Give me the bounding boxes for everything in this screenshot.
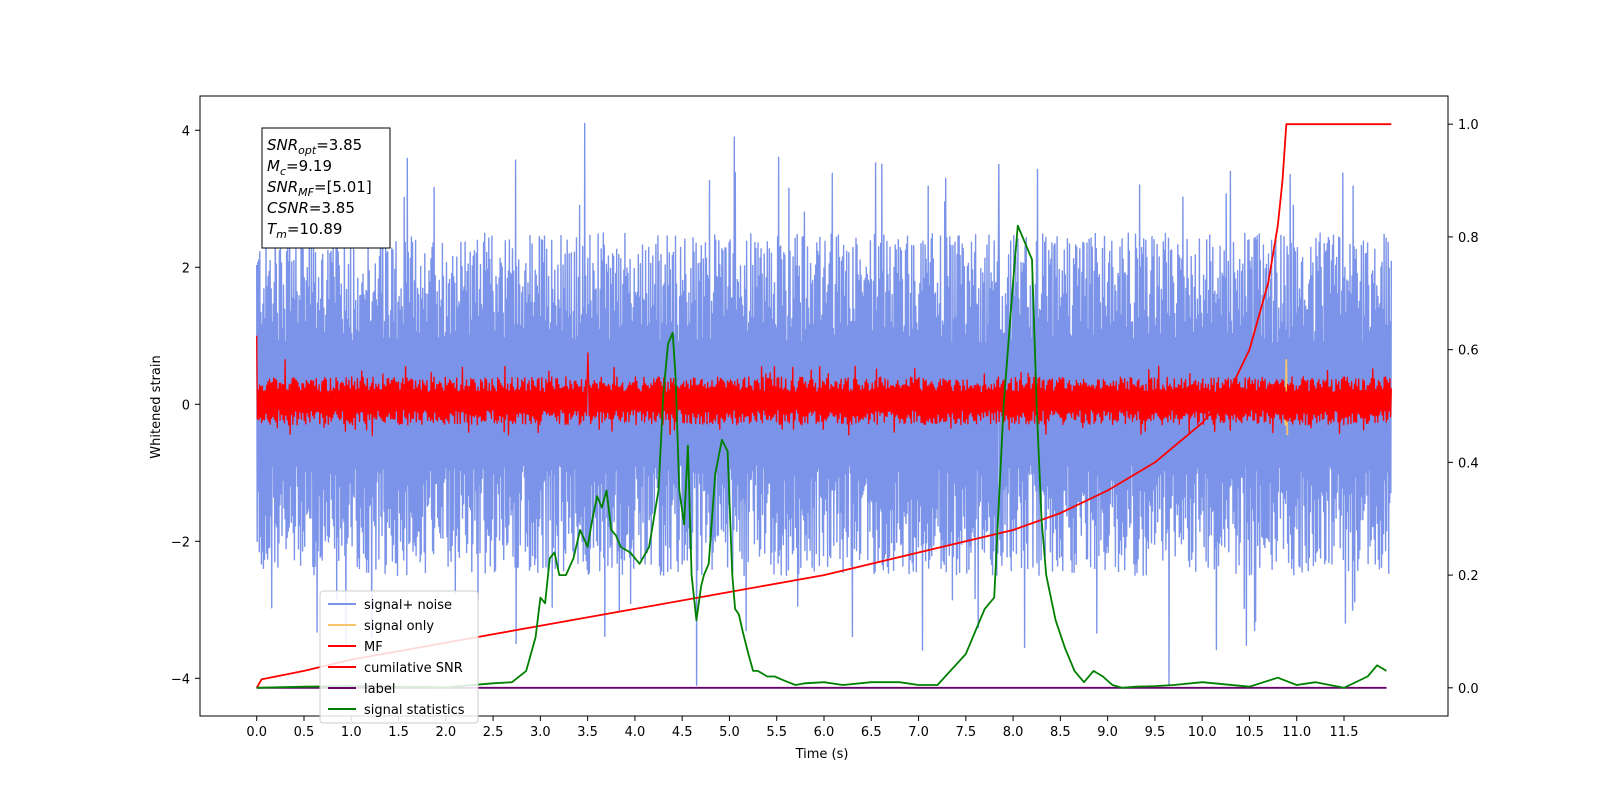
series-mf xyxy=(256,335,1392,437)
info-line: Mc=9.19 xyxy=(267,157,332,178)
x-tick-label: 9.0 xyxy=(1097,725,1118,740)
y-tick-label: 2 xyxy=(182,261,190,276)
legend: signal+ noise signal only MF cumilative SNR… xyxy=(319,590,479,724)
legend-label-mf: MF xyxy=(364,640,383,655)
x-tick-label: 3.5 xyxy=(577,725,598,740)
y2-axis-ticks: 1.0 0.8 0.6 0.4 0.2 0.0 xyxy=(1448,118,1479,697)
x-tick-label: 6.0 xyxy=(814,725,835,740)
x-axis-label: Time (s) xyxy=(795,747,849,762)
x-tick-label: 1.0 xyxy=(341,725,362,740)
legend-label-signal-only: signal only xyxy=(364,619,434,634)
x-tick-label: 6.5 xyxy=(861,725,882,740)
legend-label-signal-statistics: signal statistics xyxy=(364,703,465,718)
x-tick-label: 4.0 xyxy=(625,725,646,740)
x-tick-label: 5.0 xyxy=(719,725,740,740)
y-tick-label: 4 xyxy=(182,124,190,139)
info-box-frame xyxy=(261,127,391,249)
y2-tick-label: 0.8 xyxy=(1458,231,1479,246)
x-tick-label: 1.5 xyxy=(388,725,409,740)
x-tick-label: 11.5 xyxy=(1330,725,1359,740)
x-tick-label: 4.5 xyxy=(672,725,693,740)
x-tick-label: 2.5 xyxy=(483,725,504,740)
x-axis-ticks: 0.0 0.5 1.0 1.5 2.0 2.5 3.0 3.5 4.0 4.5 5.0 5.5 6.0 6… xyxy=(246,716,1358,740)
y2-tick-label: 0.2 xyxy=(1458,569,1479,584)
x-tick-label: 7.0 xyxy=(908,725,929,740)
legend-label-signal-noise: signal+ noise xyxy=(364,598,452,613)
info-line: Tm=10.89 xyxy=(267,220,342,241)
series-signal-noise xyxy=(256,122,1392,686)
series-signal-statistics xyxy=(256,224,1387,689)
legend-label-cumilative-snr: cumilative SNR xyxy=(364,661,463,676)
x-tick-label: 8.0 xyxy=(1003,725,1024,740)
y2-tick-label: 1.0 xyxy=(1458,118,1479,133)
x-tick-label: 0.0 xyxy=(246,725,267,740)
y-tick-label: 0 xyxy=(182,398,190,413)
info-line: CSNR=3.85 xyxy=(267,199,355,217)
x-tick-label: 5.5 xyxy=(766,725,787,740)
y-tick-label: −4 xyxy=(171,672,190,687)
legend-label-label: label xyxy=(364,682,395,697)
y2-tick-label: 0.0 xyxy=(1458,682,1479,697)
info-line: SNRopt=3.85 xyxy=(267,136,362,157)
y2-tick-label: 0.4 xyxy=(1458,456,1479,471)
y-axis-ticks: 4 2 0 −2 −4 xyxy=(171,124,200,687)
x-tick-label: 10.0 xyxy=(1188,725,1217,740)
info-line: SNRMF=[5.01] xyxy=(267,178,372,199)
legend-frame xyxy=(319,590,479,724)
x-tick-label: 2.0 xyxy=(435,725,456,740)
x-tick-label: 7.5 xyxy=(955,725,976,740)
x-tick-label: 8.5 xyxy=(1050,725,1071,740)
x-tick-label: 10.5 xyxy=(1235,725,1264,740)
y2-tick-label: 0.6 xyxy=(1458,344,1479,359)
x-tick-label: 3.0 xyxy=(530,725,551,740)
x-tick-label: 9.5 xyxy=(1145,725,1166,740)
y-axis-label: Whitened strain xyxy=(149,355,164,458)
x-tick-label: 11.0 xyxy=(1282,725,1311,740)
x-tick-label: 0.5 xyxy=(294,725,315,740)
y-tick-label: −2 xyxy=(171,535,190,550)
